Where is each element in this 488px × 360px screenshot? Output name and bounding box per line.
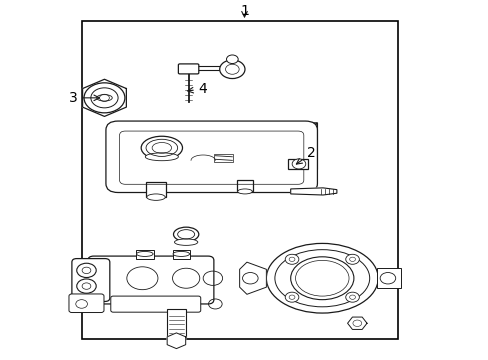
Ellipse shape xyxy=(173,227,199,242)
Polygon shape xyxy=(120,137,302,180)
Ellipse shape xyxy=(146,194,165,201)
FancyBboxPatch shape xyxy=(178,64,199,74)
Ellipse shape xyxy=(136,251,153,256)
Polygon shape xyxy=(239,262,266,294)
Ellipse shape xyxy=(291,159,305,169)
FancyBboxPatch shape xyxy=(106,121,317,193)
Bar xyxy=(287,158,307,169)
Circle shape xyxy=(285,254,298,264)
Circle shape xyxy=(226,55,238,64)
Text: 1: 1 xyxy=(240,4,248,18)
Circle shape xyxy=(84,83,124,113)
Polygon shape xyxy=(82,79,126,116)
Ellipse shape xyxy=(237,189,252,194)
Ellipse shape xyxy=(266,243,377,313)
Bar xyxy=(81,21,397,339)
Text: 2: 2 xyxy=(296,146,315,164)
Polygon shape xyxy=(167,333,185,348)
Circle shape xyxy=(219,60,244,78)
Ellipse shape xyxy=(174,239,198,246)
Ellipse shape xyxy=(141,136,182,159)
Ellipse shape xyxy=(173,251,189,256)
Polygon shape xyxy=(290,188,336,195)
Circle shape xyxy=(77,279,96,293)
FancyBboxPatch shape xyxy=(69,294,104,312)
Text: 4: 4 xyxy=(187,82,207,96)
Circle shape xyxy=(285,292,298,302)
Bar xyxy=(146,182,165,197)
FancyBboxPatch shape xyxy=(88,256,213,304)
FancyBboxPatch shape xyxy=(72,258,110,301)
FancyBboxPatch shape xyxy=(111,296,201,312)
Bar xyxy=(172,249,190,258)
Bar xyxy=(376,268,400,288)
Circle shape xyxy=(345,254,359,264)
Bar xyxy=(166,309,186,339)
Circle shape xyxy=(77,263,96,278)
Polygon shape xyxy=(290,188,336,195)
Bar xyxy=(237,180,252,192)
Polygon shape xyxy=(347,317,366,329)
Bar xyxy=(213,154,233,162)
Polygon shape xyxy=(239,262,266,294)
Polygon shape xyxy=(120,123,317,137)
Ellipse shape xyxy=(290,257,353,300)
Circle shape xyxy=(345,292,359,302)
Text: 3: 3 xyxy=(69,91,99,105)
Polygon shape xyxy=(302,123,317,180)
Ellipse shape xyxy=(145,153,178,161)
Bar xyxy=(136,249,153,258)
